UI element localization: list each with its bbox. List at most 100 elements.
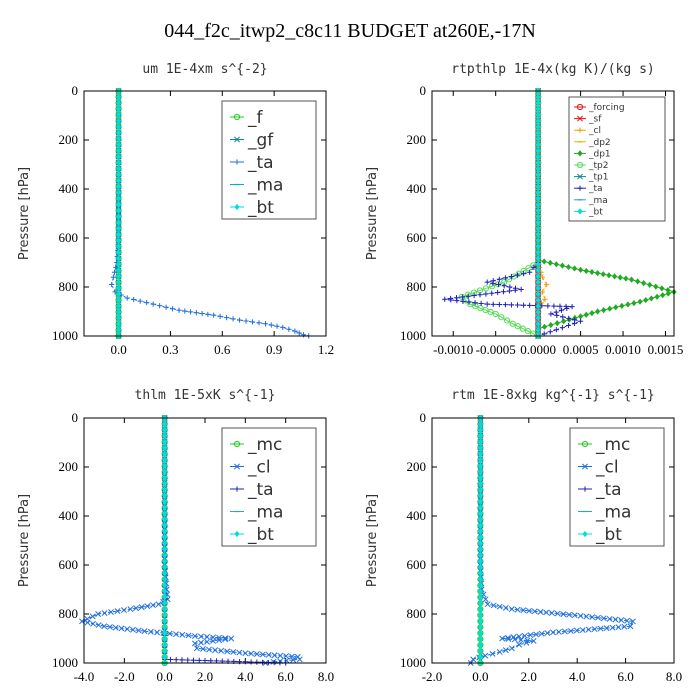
data-point (114, 608, 121, 615)
series-rtm_bt (477, 414, 483, 667)
data-point (477, 456, 483, 463)
data-point (296, 330, 302, 336)
y-tick-label: 400 (59, 181, 79, 196)
data-point (537, 608, 544, 615)
series-um_bt (115, 87, 122, 340)
y-tick-label: 200 (407, 459, 427, 474)
data-point (514, 606, 521, 613)
data-point (591, 626, 598, 633)
data-point (288, 653, 295, 660)
legend-marker (576, 161, 584, 169)
x-tick-label: 0.6 (214, 342, 231, 357)
data-point (561, 628, 568, 635)
data-point (254, 651, 260, 657)
data-point (484, 279, 490, 285)
data-point (482, 306, 489, 314)
data-point (535, 123, 541, 130)
data-point (162, 492, 168, 499)
data-point (554, 312, 560, 319)
data-point (477, 486, 483, 493)
legend-entry: _tp1 (588, 173, 608, 183)
data-point (115, 135, 122, 142)
data-point (545, 303, 551, 309)
data-point (101, 623, 108, 630)
data-point (535, 159, 541, 166)
data-point (248, 650, 255, 657)
data-point (600, 271, 606, 278)
data-point (579, 627, 586, 633)
data-point (583, 613, 590, 620)
legend: _mc _cl_ta _ma_bt (569, 427, 665, 547)
data-point (110, 274, 116, 280)
data-point (609, 624, 616, 631)
data-point (519, 325, 526, 332)
data-point (535, 177, 541, 184)
data-point (115, 153, 122, 160)
data-point (583, 311, 589, 318)
data-point (470, 656, 477, 663)
data-point (162, 456, 168, 463)
data-point (84, 619, 91, 626)
data-point (162, 438, 168, 446)
data-point (535, 273, 541, 280)
data-point (569, 304, 575, 310)
data-point (115, 183, 122, 190)
legend-marker (577, 208, 583, 215)
data-point (478, 300, 484, 307)
data-point (162, 540, 168, 547)
data-point (162, 635, 168, 643)
data-point (535, 93, 541, 101)
data-point (477, 653, 483, 661)
data-point (535, 117, 541, 124)
data-point (118, 625, 125, 632)
data-point (454, 298, 460, 304)
data-point (115, 93, 122, 101)
data-point (571, 612, 578, 619)
data-point (535, 135, 541, 142)
data-point (162, 420, 168, 428)
data-point (541, 258, 547, 265)
legend-entry: _f (247, 108, 264, 128)
data-point (477, 624, 483, 631)
data-point (583, 267, 589, 275)
data-point (162, 582, 168, 589)
data-point (162, 462, 168, 469)
data-point (477, 510, 483, 517)
data-point (514, 302, 521, 308)
data-point (496, 301, 502, 308)
data-point (502, 275, 508, 281)
data-point (535, 243, 541, 250)
data-point (265, 659, 271, 666)
data-point (647, 281, 653, 288)
data-point (155, 601, 162, 608)
data-point (516, 641, 523, 648)
data-point (600, 615, 607, 622)
y-tick-label: 800 (59, 606, 79, 621)
data-point (477, 468, 483, 475)
data-point (526, 607, 532, 614)
data-point (185, 632, 192, 639)
data-point (502, 647, 509, 654)
data-point (535, 105, 541, 113)
legend: _f _gf_ta _ma_bt (221, 100, 317, 220)
data-point (535, 261, 541, 268)
data-point (115, 141, 122, 148)
data-point (477, 606, 483, 613)
data-point (518, 286, 524, 293)
data-point (115, 279, 122, 286)
legend-marker (577, 115, 583, 122)
data-point (162, 558, 168, 565)
data-point (477, 630, 483, 637)
data-point (193, 310, 199, 316)
legend-entry: _cl (247, 458, 271, 478)
data-point (539, 274, 545, 280)
data-point (477, 540, 483, 547)
data-point (523, 639, 530, 646)
legend-entry: _bt (247, 525, 274, 545)
x-tick-label: -2.0 (114, 669, 135, 684)
data-point (187, 309, 194, 315)
data-point (200, 645, 206, 652)
legend-box (221, 100, 317, 220)
data-point (556, 628, 562, 635)
plot-frame (431, 90, 675, 337)
